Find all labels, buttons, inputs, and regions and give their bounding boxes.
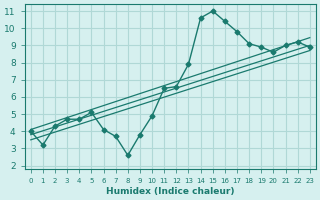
X-axis label: Humidex (Indice chaleur): Humidex (Indice chaleur) (106, 187, 235, 196)
